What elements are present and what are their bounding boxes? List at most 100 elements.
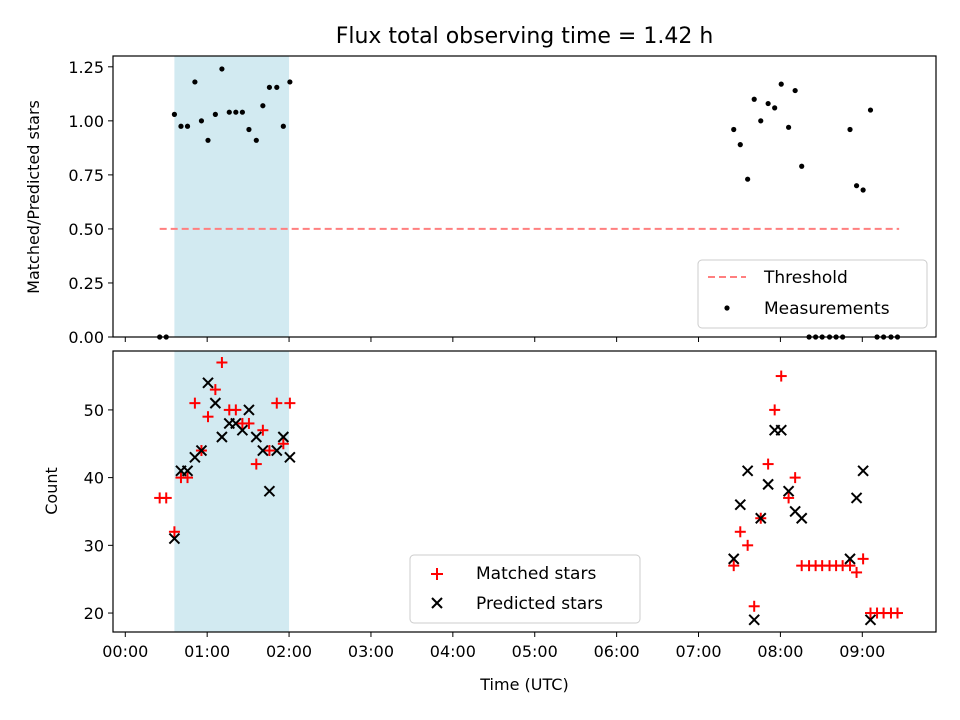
measurement-point: [853, 183, 860, 189]
predicted-star-point: [795, 512, 808, 524]
matched-star-point: [775, 370, 787, 382]
matched-star-point: [742, 539, 754, 551]
matched-star-point: [257, 424, 269, 436]
top-y-tick-label: 0.25: [68, 274, 104, 293]
matched-star-point: [209, 384, 221, 396]
predicted-star-point: [209, 397, 222, 409]
bottom-y-tick-label: 20: [84, 604, 104, 623]
predicted-star-point: [263, 485, 276, 497]
measurement-point: [847, 126, 853, 133]
bottom-y-tick-label: 30: [84, 536, 104, 555]
measurement-point: [745, 176, 751, 182]
predicted-star-point: [168, 532, 181, 545]
top-legend-box: [697, 259, 928, 329]
predicted-star-point: [850, 492, 863, 504]
matched-star-point: [844, 560, 856, 572]
matched-star-point: [783, 492, 795, 504]
measurement-point: [287, 79, 293, 85]
measurement-point: [751, 96, 757, 102]
x-tick-label: 02:00: [266, 642, 312, 661]
measurement-point: [266, 84, 273, 90]
matched-star-point: [769, 404, 781, 416]
matched-star-point: [189, 397, 201, 409]
chart-title: Flux total observing time = 1.42 h: [336, 24, 714, 49]
predicted-star-point: [202, 377, 214, 389]
measurement-point: [778, 81, 784, 87]
top-y-tick-label: 0.75: [68, 166, 104, 185]
predicted-star-point: [277, 431, 290, 443]
legend-measurements-swatch: [724, 305, 730, 311]
predicted-star-point: [748, 614, 760, 626]
x-tick-label: 04:00: [430, 642, 476, 661]
matched-star-point: [734, 526, 746, 538]
legend-measurements-label: Measurements: [764, 299, 890, 319]
predicted-star-point: [271, 444, 283, 457]
predicted-star-point: [844, 553, 856, 565]
predicted-star-point: [734, 498, 746, 511]
matched-star-point: [160, 492, 172, 504]
predicted-star-point: [195, 444, 208, 457]
measurement-point: [226, 109, 232, 115]
matched-star-point: [250, 458, 262, 470]
top-y-axis-label: Matched/Predicted stars: [24, 100, 43, 294]
matched-star-point: [271, 397, 283, 409]
measurement-point: [239, 109, 245, 115]
legend-predicted-swatch: [431, 597, 443, 609]
bottom-y-tick-label: 50: [84, 401, 104, 420]
x-tick-label: 07:00: [675, 642, 721, 661]
matched-star-point: [243, 417, 255, 429]
top-legend: Threshold Measurements: [697, 259, 928, 329]
measurement-point: [758, 118, 764, 124]
measurement-point: [737, 142, 743, 148]
measurement-point: [731, 126, 737, 133]
matched-star-point: [789, 472, 801, 484]
measurement-point: [212, 111, 218, 117]
measurement-point: [799, 163, 805, 169]
measurement-point: [219, 66, 225, 72]
measurement-point: [260, 103, 266, 109]
matched-star-point: [277, 438, 289, 450]
predicted-star-point: [236, 424, 249, 436]
x-tick-label: 06:00: [594, 642, 640, 661]
matched-star-point: [168, 526, 180, 538]
predicted-star-point: [284, 451, 296, 464]
measurement-point: [274, 84, 280, 90]
predicted-star-point: [257, 444, 269, 457]
matched-star-point: [216, 357, 228, 369]
measurement-point: [184, 123, 191, 129]
predicted-star-point: [741, 465, 754, 477]
matched-star-point: [728, 560, 740, 572]
measurement-point: [867, 107, 874, 113]
top-y-tick-label: 1.00: [68, 112, 104, 131]
x-tick-label: 09:00: [839, 642, 885, 661]
x-tick-label: 03:00: [348, 642, 394, 661]
matched-star-point: [857, 553, 869, 565]
matched-star-point: [263, 445, 275, 457]
measurement-point: [860, 187, 866, 193]
legend-predicted-label: Predicted stars: [476, 594, 603, 614]
measurement-point: [772, 105, 778, 111]
bottom-axes-frame: [112, 350, 937, 633]
top-shaded-region: [174, 56, 290, 337]
predicted-star-point: [181, 465, 194, 477]
bottom-shaded-region: [174, 351, 290, 632]
measurement-point: [785, 124, 792, 130]
measurement-point: [765, 100, 771, 107]
measurement-point: [171, 111, 178, 117]
predicted-star-point: [250, 431, 263, 443]
bottom-y-axis-label: Count: [42, 467, 61, 515]
bottom-panel: 20 30 40 50 00:00 01:00 02:00 03:00 04:00 05:00 0…: [42, 350, 937, 694]
measurement-point: [178, 123, 184, 129]
predicted-star-point: [782, 485, 795, 497]
measurement-point: [253, 137, 259, 143]
measurement-point: [246, 126, 252, 133]
x-axis-label: Time (UTC): [479, 675, 568, 694]
matched-star-point: [892, 607, 904, 619]
bottom-legend: Matched stars Predicted stars: [409, 554, 641, 624]
predicted-star-point: [857, 465, 869, 477]
measurement-point: [198, 118, 205, 124]
top-y-tick-label: 0.00: [68, 328, 104, 347]
measurement-point: [192, 79, 198, 85]
legend-matched-label: Matched stars: [476, 564, 596, 584]
